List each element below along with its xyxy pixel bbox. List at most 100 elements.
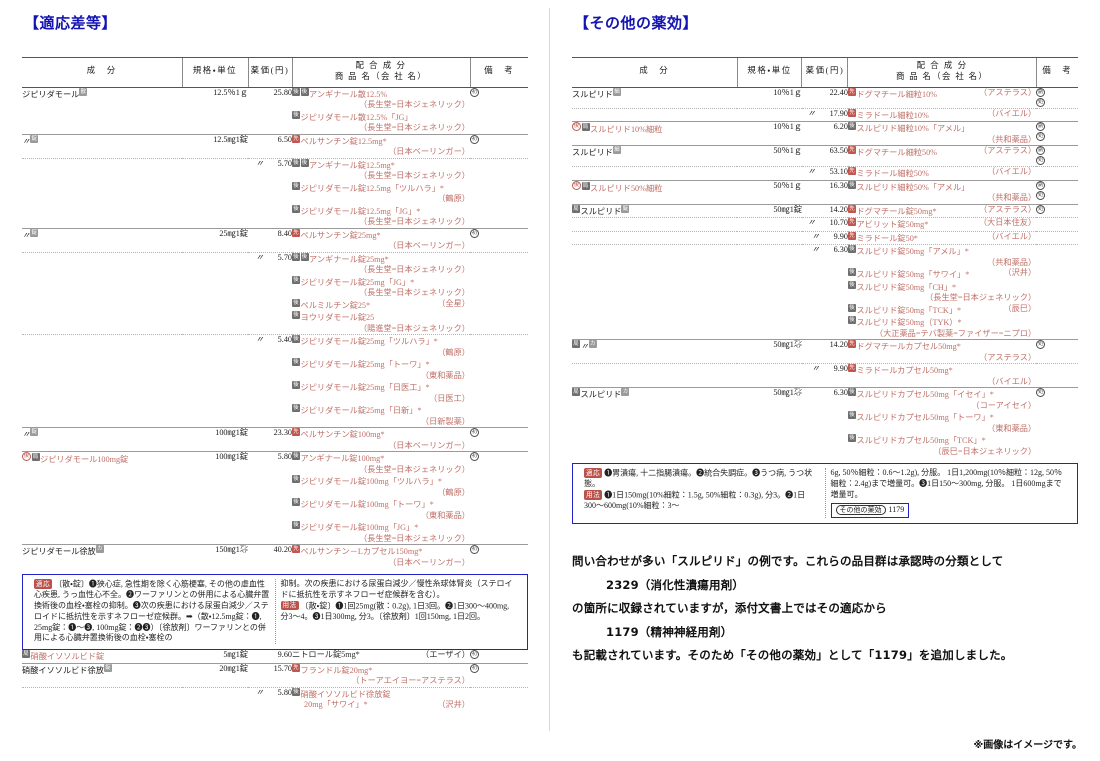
product-name: ミラドール錠50* bbox=[856, 233, 918, 243]
badge-劇: 劇 bbox=[1036, 122, 1046, 131]
price-value: 14.20 bbox=[829, 340, 848, 349]
cell-remarks: 劇処 bbox=[1036, 145, 1078, 167]
price-ditto-mark: 〃 bbox=[811, 245, 820, 254]
cell-products: 先アビリット錠50mg* （大日本住友） bbox=[847, 217, 1037, 231]
table-row: 〃 5.80 後硝酸イソソルビド徐放錠 20mg「サワイ」* （沢井） bbox=[22, 686, 528, 711]
cell-spec-unit bbox=[182, 686, 248, 711]
price-value: 9.90 bbox=[833, 231, 848, 241]
badge-先: 先 bbox=[292, 545, 300, 553]
product-maker: （長生堂=日本ジェネリック） bbox=[358, 464, 470, 474]
badge-初: 初 bbox=[470, 87, 479, 97]
badge-錠: 錠 bbox=[30, 428, 39, 436]
info-tag-適応: 適応 bbox=[34, 579, 53, 589]
badge-劇: 劇 bbox=[1036, 146, 1046, 155]
product-entry: 後スルピリドカプセル50mg「TCK」* bbox=[847, 434, 1036, 447]
product-entry: 後ジピリダモール錠100mg「JG」* bbox=[292, 521, 470, 534]
badge-後: 後 bbox=[292, 87, 300, 96]
cell-remarks: 初 bbox=[470, 227, 528, 252]
cell-spec-unit: 20㎎1錠 bbox=[182, 662, 248, 688]
price-ditto-mark: 〃 bbox=[255, 335, 264, 344]
product-entry: 先ペルサンチン錠12.5mg* bbox=[292, 134, 470, 148]
product-name: アビリット錠50mg* bbox=[856, 220, 929, 229]
product-entry: 後ジピリダモール錠12.5mg「JG」* bbox=[292, 204, 470, 218]
badge-後: 後 bbox=[847, 122, 856, 130]
badge-先: 先 bbox=[847, 340, 856, 348]
table-row: 〃 53.10 先ミラドール細粒50% （バイエル） bbox=[572, 166, 1078, 180]
product-name: ドグマチール細粒50% bbox=[856, 148, 937, 157]
product-maker: （日本ベーリンガー） bbox=[388, 147, 470, 156]
cell-spec-unit bbox=[182, 251, 248, 335]
product-entry: 後後アンギナール散12.5% bbox=[292, 87, 470, 101]
product-name: アンギナール散12.5% bbox=[309, 89, 388, 99]
cell-remarks: 初 bbox=[470, 87, 528, 134]
other-efficacy-code-box: その他の薬効 1179 bbox=[830, 503, 910, 519]
cell-spec-unit bbox=[737, 230, 802, 245]
cell-spec-unit: 50㎎1錠 bbox=[737, 203, 802, 218]
cell-price: 14.20 bbox=[801, 339, 848, 364]
price-ditto-mark: 〃 bbox=[811, 231, 820, 241]
badge-先: 先 bbox=[847, 146, 856, 154]
table-row: 〃錠 100㎎1錠 23.30 先ペルサンチン錠100mg* （日本ベーリンガー）初 bbox=[22, 427, 528, 452]
product-maker: （辰巳=日本ジェネリック） bbox=[933, 446, 1037, 456]
cell-products: 後後アンギナール錠25mg* （長生堂=日本ジェネリック）後ジピリダモール錠25m… bbox=[292, 251, 470, 335]
product-maker: （日新製薬） bbox=[420, 416, 470, 426]
cell-products: 後後アンギナール錠12.5mg* （長生堂=日本ジェネリック）後ジピリダモール錠1… bbox=[292, 157, 470, 228]
badge-先: 先 bbox=[292, 228, 300, 237]
product-name: アンギナール錠25mg* bbox=[309, 254, 389, 264]
product-maker: （沢井） bbox=[1003, 268, 1037, 277]
product-maker: （アステラス） bbox=[979, 204, 1037, 214]
cell-products: 先ペルサンチン－Lカプセル150mg* （日本ベーリンガー） bbox=[292, 544, 470, 568]
product-name: ジピリダモール錠25mg「ツルハラ」* bbox=[300, 337, 438, 346]
cell-remarks bbox=[470, 334, 528, 428]
cell-price: 15.70 bbox=[248, 662, 292, 688]
cell-spec-unit bbox=[737, 244, 802, 340]
cell-products: 先ドグマチール錠50mg* （アステラス） bbox=[847, 203, 1037, 218]
cell-products: 後ジピリダモール錠25mg「ツルハラ」* （鶴原）後ジピリダモール錠25mg「トー… bbox=[292, 334, 470, 428]
price-value: 8.40 bbox=[277, 228, 292, 238]
badge-先: 先 bbox=[847, 87, 856, 96]
product-maker: （辰巳） bbox=[1003, 303, 1037, 313]
product-maker: （長生堂=日本ジェネリック） bbox=[925, 293, 1037, 302]
table-row: 〃 10.70 先アビリット錠50mg* （大日本住友） bbox=[572, 217, 1078, 231]
badge-先: 先 bbox=[847, 364, 856, 372]
badge-錠: 錠 bbox=[103, 663, 112, 672]
cell-price: 6.50 bbox=[248, 133, 292, 158]
th-yakka: 薬価(円) bbox=[247, 57, 292, 88]
cell-spec-unit: 100㎎1錠 bbox=[182, 427, 248, 452]
right-drug-table: 成 分 規格・単位 薬価(円) 配 合 成 分 商 品 名（会 社 名） 備 考… bbox=[572, 57, 1078, 457]
cell-spec-unit: 150㎎1㌂ bbox=[182, 544, 248, 568]
product-entry: 先ドグマチール細粒10% （アステラス） bbox=[847, 87, 1036, 101]
badge-散: 散 bbox=[79, 87, 88, 96]
product-maker: （大日本住友） bbox=[978, 218, 1037, 227]
badge-処: 処 bbox=[1036, 132, 1046, 141]
th-biko: 備 考 bbox=[469, 57, 528, 88]
cell-spec-unit bbox=[737, 166, 802, 180]
product-maker: （エーザイ） bbox=[421, 650, 470, 660]
ingredient-name: 〃 bbox=[580, 342, 589, 351]
badge-後: 後 bbox=[847, 316, 856, 324]
badge-初: 初 bbox=[470, 428, 479, 437]
cell-ingredient bbox=[22, 686, 182, 711]
badge-細: 細 bbox=[612, 87, 621, 96]
product-entry: 後ジピリダモール錠25mg「日医工」* bbox=[292, 381, 470, 394]
product-entry: 後ジピリダモール錠25mg「ツルハラ」* bbox=[292, 335, 470, 348]
cell-ingredient bbox=[22, 334, 182, 428]
cell-products: 後後アンギナール散12.5% （長生堂=日本ジェネリック）後ジピリダモール散12.… bbox=[292, 87, 470, 134]
product-entry: 後ジピリダモール散12.5%「JG」 bbox=[292, 110, 470, 124]
product-entry: 後ペルミルチン錠25* （全星） bbox=[292, 298, 470, 312]
left-drug-table: 成 分 規格・単位 薬価(円) 配 合 成 分 商 品 名（会 社 名） 備 考… bbox=[22, 57, 528, 568]
badge-後: 後 bbox=[572, 180, 581, 190]
badge-カプ: カプ bbox=[621, 388, 630, 396]
cell-products: 後硝酸イソソルビド徐放錠 20mg「サワイ」* （沢井） bbox=[292, 686, 470, 711]
price-ditto-mark: 〃 bbox=[255, 687, 264, 697]
product-entry: 後ジピリダモール錠100mg「ツルハラ」* bbox=[292, 475, 470, 488]
product-entry: 後スルピリドカプセル50mg「トーワ」* bbox=[847, 411, 1036, 424]
product-entry: 後ジピリダモール錠25mg「日新」* bbox=[292, 404, 470, 417]
cell-remarks: 劇処 bbox=[1036, 121, 1078, 146]
table-row: ジピリダモール徐放カプ150㎎1㌂40.20先ペルサンチン－Lカプセル150mg… bbox=[22, 544, 528, 568]
ingredient-name: スルピリド bbox=[572, 148, 613, 157]
table-row: スルピリド細 10％1ｇ 22.40 先ドグマチール細粒10% （アステラス）劇処 bbox=[572, 87, 1078, 108]
badge-後: 後 bbox=[292, 204, 300, 213]
cell-remarks: 劇処 bbox=[1036, 179, 1078, 204]
cell-spec-unit: 50％1ｇ bbox=[737, 179, 802, 204]
